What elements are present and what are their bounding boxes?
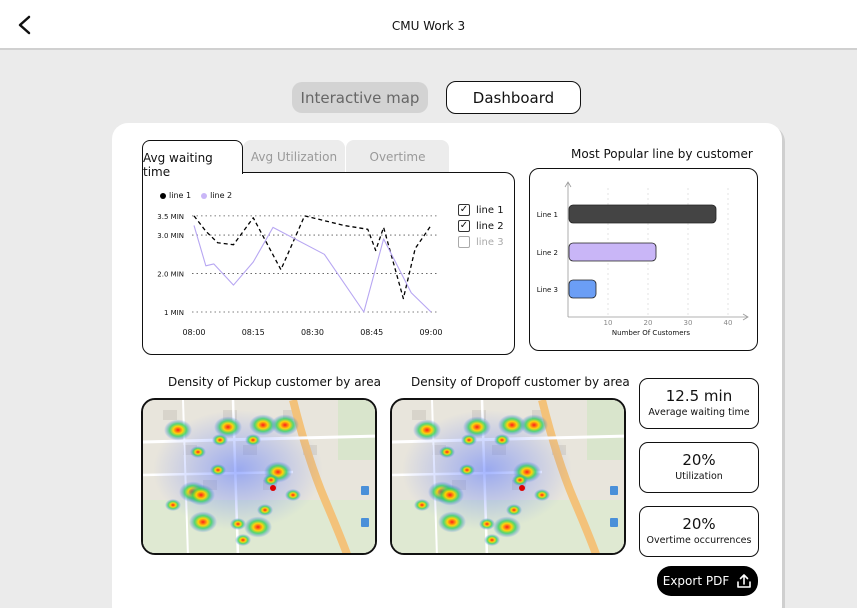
stat-utilization: 20% Utilization	[639, 442, 759, 493]
stat-value: 20%	[682, 451, 716, 469]
y-tick-label: 3.5 MIN	[157, 212, 184, 220]
y-tick-label: 2.0 MIN	[157, 270, 184, 278]
line-chart: 1 MIN 2.0 MIN 3.0 MIN 3.5 MIN 08:00 08:15 08:3…	[157, 212, 442, 337]
stat-overtime-occurrences: 20% Overtime occurrences	[639, 506, 759, 557]
series-line-1	[192, 214, 432, 299]
stat-value: 12.5 min	[665, 387, 733, 405]
top-bar: CMU Work 3	[0, 0, 857, 50]
bar-chart: 10 20 30 40 Number Of Customers Line 1 Line 2 L…	[536, 180, 749, 337]
category-label: Line 3	[536, 286, 557, 294]
checkbox-empty-icon[interactable]	[458, 236, 470, 248]
legend-line-2: line 2	[201, 191, 232, 200]
bar	[568, 279, 596, 298]
pickup-heatmap[interactable]	[141, 398, 377, 555]
bar	[568, 242, 656, 261]
pickup-map-title: Density of Pickup customer by area	[168, 375, 381, 389]
x-tick-label: 08:30	[300, 328, 323, 337]
map-image	[143, 400, 375, 553]
toggle-line-3[interactable]: line 3	[458, 234, 504, 250]
bar	[568, 204, 716, 223]
stat-label: Overtime occurrences	[646, 535, 752, 546]
toggle-line-2[interactable]: ✓ line 2	[458, 220, 504, 232]
page-title: CMU Work 3	[391, 19, 466, 33]
legend-line-1: line 1	[160, 191, 191, 200]
stat-label: Average waiting time	[648, 407, 750, 418]
x-tick-label: 40	[723, 319, 732, 327]
category-label: Line 1	[536, 211, 557, 219]
y-tick-label: 1 MIN	[163, 309, 183, 317]
tab-avg-utilization[interactable]: Avg Utilization	[243, 140, 345, 174]
x-tick-label: 08:15	[241, 328, 264, 337]
line-chart-panel: 1 MIN 2.0 MIN 3.0 MIN 3.5 MIN 08:00 08:15 08:3…	[142, 172, 515, 355]
checkbox-checked-icon[interactable]: ✓	[458, 220, 470, 232]
y-tick-label: 3.0 MIN	[157, 232, 184, 240]
chevron-left-icon[interactable]	[14, 14, 36, 36]
y-axis-arrow	[564, 180, 571, 187]
upload-icon	[737, 574, 752, 588]
tab-overtime[interactable]: Overtime	[346, 140, 449, 174]
category-label: Line 2	[536, 249, 557, 257]
line-chart-legend: line 1 line 2	[160, 191, 232, 200]
stat-average-waiting-time: 12.5 min Average waiting time	[639, 378, 759, 429]
dashboard-button[interactable]: Dashboard	[446, 81, 581, 114]
x-tick-label: 20	[643, 319, 652, 327]
x-tick-label: 30	[683, 319, 692, 327]
x-axis-label: Number Of Customers	[611, 329, 690, 337]
x-tick-label: 09:00	[419, 328, 442, 337]
checkbox-checked-icon[interactable]: ✓	[458, 204, 470, 216]
bar-chart-title: Most Popular line by customer	[571, 147, 753, 161]
tab-avg-waiting-time[interactable]: Avg waiting time	[142, 140, 243, 179]
x-tick-label: 08:00	[182, 328, 205, 337]
map-image	[392, 400, 624, 553]
dropoff-map-title: Density of Dropoff customer by area	[411, 375, 630, 389]
dropoff-heatmap[interactable]	[390, 398, 626, 555]
export-pdf-button[interactable]: Export PDF	[657, 566, 758, 596]
x-tick-label: 08:45	[360, 328, 383, 337]
stat-label: Utilization	[675, 471, 723, 482]
bar-chart-panel: 10 20 30 40 Number Of Customers Line 1 Line 2 L…	[529, 168, 758, 351]
interactive-map-button[interactable]: Interactive map	[292, 82, 428, 113]
line-toggles: ✓ line 1 ✓ line 2 line 3	[458, 202, 504, 250]
series-line-2	[192, 224, 431, 313]
x-tick-label: 10	[603, 319, 612, 327]
toggle-line-1[interactable]: ✓ line 1	[458, 204, 504, 216]
x-axis-arrow	[742, 313, 749, 320]
stat-value: 20%	[682, 515, 716, 533]
